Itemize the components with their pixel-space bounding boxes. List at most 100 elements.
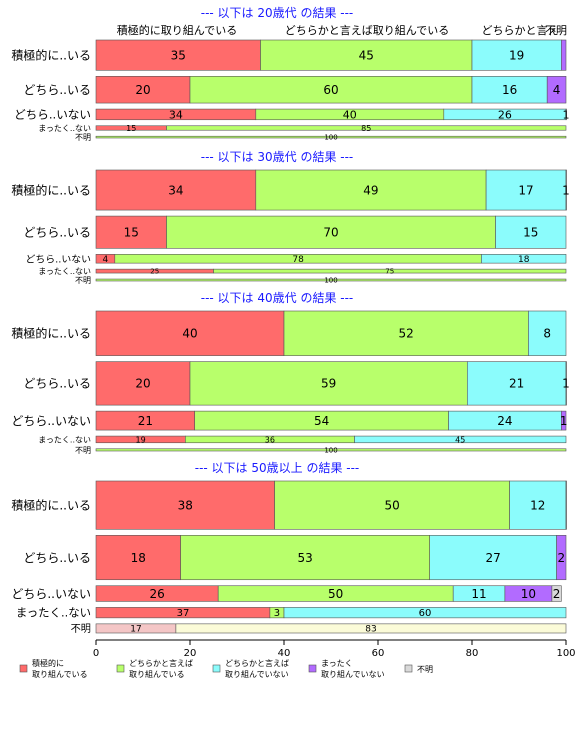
bar-value-label: 78 (292, 255, 304, 265)
bar-segment (551, 585, 562, 602)
row-label: どちら..いる (23, 226, 91, 240)
bar-value-label: 21 (509, 377, 524, 391)
bar-value-label: 60 (419, 608, 432, 619)
x-tick-label: 60 (372, 648, 385, 659)
bar-segment (95, 361, 191, 406)
bar-value-label: 34 (168, 183, 183, 197)
legend-label: 積極的に (32, 658, 64, 668)
bar-segment (283, 607, 567, 619)
column-header-label: 積極的に取り組んでいる (117, 23, 237, 37)
bar-segment (180, 535, 431, 581)
bar-value-label: 10 (521, 587, 536, 601)
legend-label: どちらかと言えば (225, 658, 289, 668)
bar-value-label: 100 (324, 277, 337, 285)
bar-value-label: 50 (384, 498, 399, 512)
bar-value-label: 8 (543, 327, 551, 341)
bar-value-label: 75 (385, 268, 394, 276)
x-tick-label: 0 (93, 648, 99, 659)
bar-value-label: 20 (135, 83, 150, 97)
bar-segment (556, 535, 567, 581)
bar-value-label: 25 (150, 268, 159, 276)
row-label: どちら..いない (11, 414, 91, 428)
legend-swatch (404, 664, 413, 673)
bar-segment (546, 76, 567, 104)
bar-segment (95, 448, 567, 452)
bar-value-label: 17 (518, 183, 533, 197)
x-tick-label: 80 (466, 648, 479, 659)
bar-segment (274, 480, 510, 530)
bar-value-label: 1 (563, 108, 570, 121)
row-label: まったく..ない (38, 124, 91, 133)
legend-label: どちらかと言えば (129, 658, 193, 668)
bar-segment (95, 135, 567, 139)
bar-value-label: 60 (323, 83, 338, 97)
bar-value-label: 19 (136, 435, 146, 444)
column-header-label: どちらかと言え (482, 24, 559, 37)
bar-segment (565, 108, 567, 121)
x-tick-label: 100 (556, 648, 575, 659)
bar-value-label: 54 (314, 414, 329, 428)
bar-value-label: 2 (553, 587, 561, 601)
bar-value-label: 20 (135, 377, 150, 391)
panel-title: --- 以下は 20歳代 の結果 --- (201, 6, 354, 20)
bar-segment (560, 410, 567, 431)
bar-segment (283, 310, 529, 356)
x-tick-label: 20 (184, 648, 197, 659)
bar-value-label: 12 (530, 498, 545, 512)
bar-segment (481, 254, 567, 264)
bar-value-label: 38 (178, 498, 193, 512)
bar-value-label: 15 (126, 124, 136, 133)
column-header-label: どちらかと言えば取り組んでいる (285, 24, 449, 37)
bar-value-label: 2 (557, 551, 565, 565)
bar-segment (255, 169, 487, 211)
row-label: どちら..いない (25, 253, 91, 265)
bar-segment (95, 535, 181, 581)
bar-value-label: 50 (328, 587, 343, 601)
row-label: 積極的に..いる (11, 182, 91, 197)
bar-value-label: 27 (486, 551, 501, 565)
bar-value-label: 4 (103, 255, 109, 265)
bar-segment (528, 310, 567, 356)
bar-value-label: 37 (177, 608, 190, 619)
bar-segment (429, 535, 557, 581)
bar-value-label: 34 (169, 108, 183, 121)
row-label: どちら..いる (23, 83, 91, 97)
legend-label: 取り組んでいる (32, 669, 88, 679)
bar-value-label: 40 (182, 327, 197, 341)
row-label: 不明 (75, 133, 91, 142)
bar-segment (466, 361, 567, 406)
bar-segment (260, 39, 473, 71)
bar-value-label: 26 (498, 108, 512, 121)
bar-value-label: 21 (138, 414, 153, 428)
bar-segment (565, 169, 567, 211)
bar-segment (95, 278, 567, 282)
row-label: 不明 (75, 276, 91, 285)
bar-value-label: 35 (171, 48, 186, 62)
row-label: 積極的に..いる (11, 47, 91, 62)
legend-swatch (212, 664, 221, 673)
bar-value-label: 1 (562, 183, 570, 197)
bar-value-label: 18 (131, 551, 146, 565)
bar-value-label: 16 (502, 83, 517, 97)
legend-label: 取り組んでいない (225, 669, 289, 679)
bar-segment (509, 480, 567, 530)
bar-value-label: 40 (343, 108, 357, 121)
row-label: まったく..ない (16, 606, 91, 620)
bar-value-label: 70 (323, 226, 338, 240)
legend-label: 不明 (417, 665, 433, 674)
bar-segment (565, 361, 567, 406)
bar-value-label: 59 (321, 377, 336, 391)
bar-segment (189, 361, 468, 406)
bar-segment (95, 169, 257, 211)
bar-value-label: 36 (265, 435, 275, 444)
bar-value-label: 17 (130, 625, 141, 635)
bar-value-label: 19 (509, 48, 524, 62)
legend-swatch (19, 664, 28, 673)
bar-value-label: 18 (518, 255, 530, 265)
row-label: 積極的に..いる (11, 497, 91, 512)
legend-label: 取り組んでいる (129, 669, 185, 679)
bar-value-label: 24 (497, 414, 512, 428)
bar-value-label: 26 (149, 587, 164, 601)
row-label: どちら..いない (14, 108, 91, 122)
